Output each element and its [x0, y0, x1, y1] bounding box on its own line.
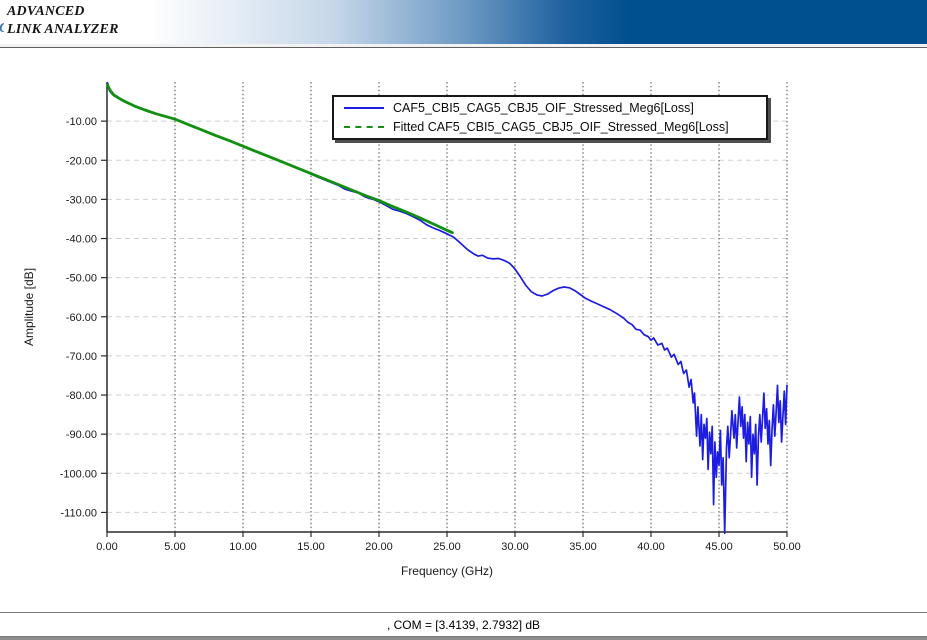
legend-line-sample-fitted [344, 126, 384, 129]
bottom-band [0, 637, 927, 640]
plot-legend: CAF5_CBI5_CAG5_CBJ5_OIF_Stressed_Meg6[Lo… [332, 95, 768, 140]
x-tick-label: 45.00 [705, 541, 733, 553]
x-tick-label: 20.00 [365, 541, 393, 553]
x-tick-label: 40.00 [637, 541, 665, 553]
y-axis-title: Amplitude [dB] [22, 268, 36, 346]
x-tick-label: 0.00 [96, 541, 117, 553]
y-tick-label: -30.00 [66, 194, 97, 206]
fitted-curve [106, 83, 454, 235]
legend-item-loss: CAF5_CBI5_CAG5_CBJ5_OIF_Stressed_Meg6[Lo… [340, 99, 760, 117]
x-tick-label: 10.00 [229, 541, 257, 553]
legend-label-loss: CAF5_CBI5_CAG5_CBJ5_OIF_Stressed_Meg6[Lo… [393, 100, 694, 115]
header-divider [0, 47, 927, 48]
status-divider-light [0, 613, 927, 614]
legend-label-fitted: Fitted CAF5_CBI5_CAG5_CBJ5_OIF_Stressed_… [393, 120, 729, 135]
app-logo: ADVANCED LINK ANALYZER [7, 3, 119, 38]
y-tick-label: -50.00 [66, 273, 97, 285]
app-header: C ADVANCED LINK ANALYZER [0, 0, 927, 44]
y-tick-label: -80.00 [66, 390, 97, 402]
amplitude-frequency-plot[interactable]: -10.00 -20.00 -30.00 -40.00 -50.00 -60.00 -70.… [0, 48, 927, 610]
y-tick-label: -70.00 [66, 351, 97, 363]
legend-line-sample-loss [344, 106, 384, 109]
logo-mark-icon: C [0, 21, 4, 34]
x-axis-title: Frequency (GHz) [401, 564, 493, 578]
x-tick-label: 5.00 [164, 541, 185, 553]
y-tick-label: -20.00 [66, 155, 97, 167]
status-divider-dark [0, 612, 927, 613]
x-tick-label: 15.00 [297, 541, 325, 553]
x-tick-label: 35.00 [569, 541, 597, 553]
bottom-divider [0, 636, 927, 637]
header-strip [0, 44, 927, 47]
y-tick-label: -10.00 [66, 116, 97, 128]
x-tick-label: 50.00 [773, 541, 801, 553]
y-tick-label: -40.00 [66, 234, 97, 246]
logo-line-2: LINK ANALYZER [7, 21, 119, 37]
status-text: , COM = [3.4139, 2.7932] dB [386, 618, 541, 632]
x-tick-label: 30.00 [501, 541, 529, 553]
x-tick-label: 25.00 [433, 541, 461, 553]
y-tick-label: -110.00 [61, 507, 98, 519]
legend-item-fitted: Fitted CAF5_CBI5_CAG5_CBJ5_OIF_Stressed_… [340, 119, 760, 137]
status-bar: , COM = [3.4139, 2.7932] dB [0, 614, 927, 636]
logo-line-1: ADVANCED [7, 4, 85, 19]
y-tick-label: -100.00 [60, 468, 97, 480]
y-tick-label: -60.00 [66, 312, 97, 324]
y-tick-label: -90.00 [66, 429, 97, 441]
